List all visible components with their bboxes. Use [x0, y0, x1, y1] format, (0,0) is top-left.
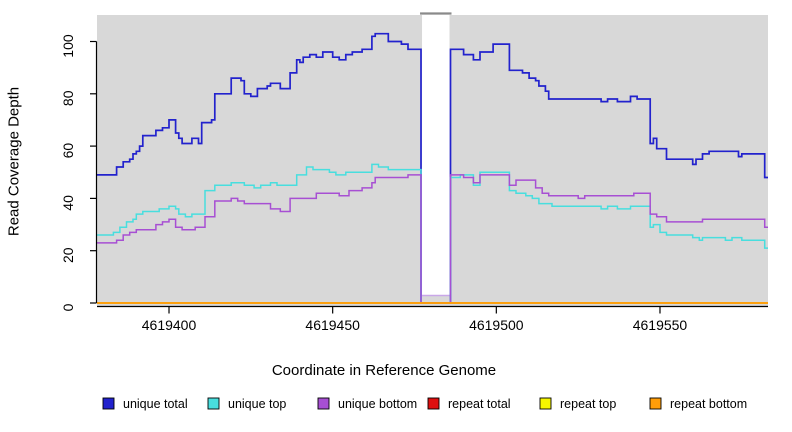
series-line-unique-top	[97, 163, 768, 304]
legend-item-repeat-total: repeat total	[427, 397, 511, 411]
y-tick-label: 0	[60, 303, 76, 311]
y-tick-label: 20	[60, 247, 76, 263]
legend-swatch	[207, 397, 220, 410]
x-axis-title: Coordinate in Reference Genome	[271, 362, 497, 379]
legend-item-unique-bottom: unique bottom	[317, 397, 417, 411]
y-tick-label: 40	[60, 195, 76, 211]
legend-item-repeat-top: repeat top	[539, 397, 616, 411]
legend-label: repeat total	[448, 397, 511, 411]
x-tick-label: 4619550	[633, 317, 688, 333]
x-tick-label: 4619400	[142, 317, 197, 333]
legend-swatch	[649, 397, 662, 410]
legend-item-repeat-bottom: repeat bottom	[649, 397, 747, 411]
series-line-unique-bottom	[97, 174, 768, 304]
legend-swatch	[102, 397, 115, 410]
masked-region	[422, 13, 450, 296]
legend-label: unique top	[228, 397, 286, 411]
legend-item-unique-total: unique total	[102, 397, 188, 411]
legend-item-unique-top: unique top	[207, 397, 286, 411]
x-tick-label: 4619500	[469, 317, 524, 333]
legend-label: unique total	[123, 397, 188, 411]
y-tick-label: 100	[60, 34, 76, 58]
legend-swatch	[317, 397, 330, 410]
legend-label: unique bottom	[338, 397, 417, 411]
legend-label: repeat top	[560, 397, 616, 411]
y-axis-title: Read Coverage Depth	[5, 86, 23, 237]
series-line-unique-total	[97, 32, 768, 304]
x-tick-label: 4619450	[305, 317, 360, 333]
legend-swatch	[539, 397, 552, 410]
y-tick-label: 60	[60, 143, 76, 159]
legend-label: repeat bottom	[670, 397, 747, 411]
legend-swatch	[427, 397, 440, 410]
y-tick-label: 80	[60, 90, 76, 106]
